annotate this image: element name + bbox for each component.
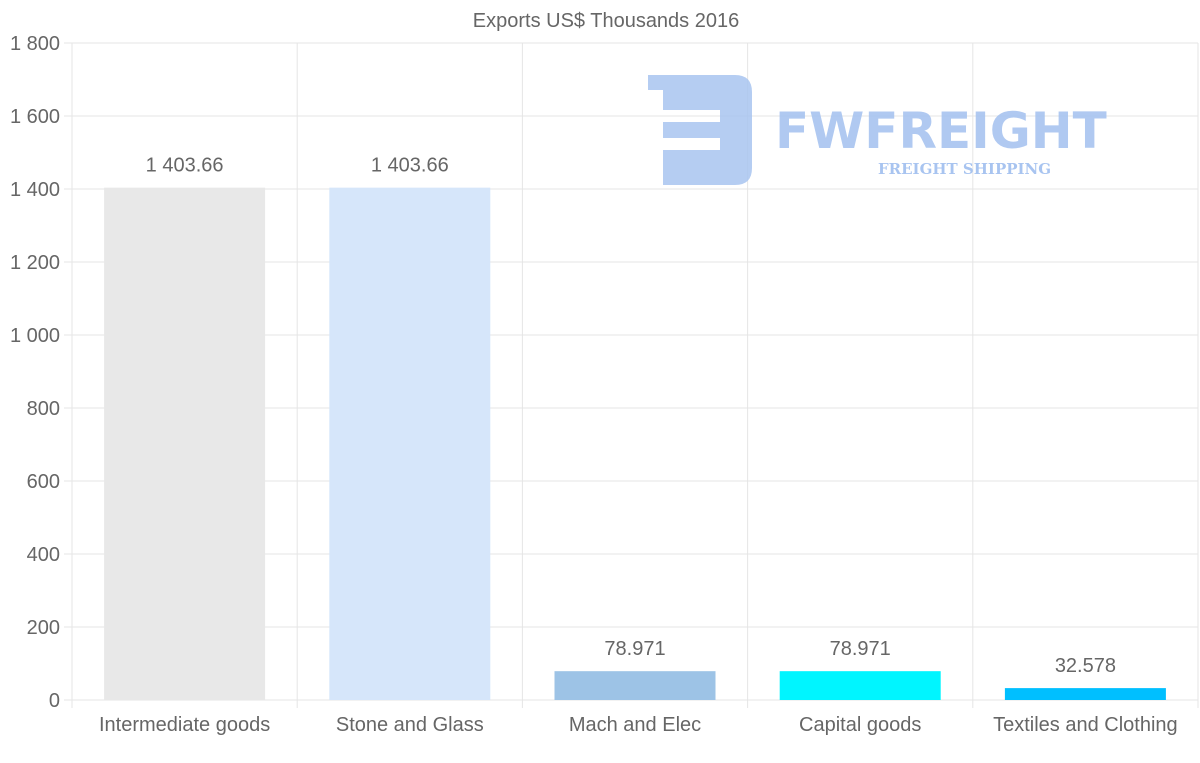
bars bbox=[104, 187, 1166, 701]
data-label: 78.971 bbox=[604, 638, 665, 660]
data-labels: 1 403.66 1 403.66 78.971 78.971 32.578 bbox=[146, 155, 1116, 677]
watermark-name: FWFREIGHT bbox=[775, 102, 1107, 160]
chart-title: Exports US$ Thousands 2016 bbox=[473, 10, 739, 32]
x-axis: Intermediate goods Stone and Glass Mach an… bbox=[99, 714, 1178, 736]
watermark-tagline: FREIGHT SHIPPING bbox=[878, 160, 1051, 178]
bar bbox=[329, 187, 491, 701]
y-tick-label: 1 800 bbox=[10, 33, 60, 55]
bar bbox=[1004, 688, 1166, 700]
x-tick-label: Textiles and Clothing bbox=[993, 714, 1178, 736]
data-label: 1 403.66 bbox=[146, 155, 224, 177]
bar bbox=[779, 671, 941, 700]
y-tick-label: 1 400 bbox=[10, 179, 60, 201]
y-tick-label: 1 600 bbox=[10, 106, 60, 128]
watermark-logo: FWFREIGHT FREIGHT SHIPPING bbox=[648, 75, 1107, 185]
x-tick-label: Mach and Elec bbox=[569, 714, 701, 736]
x-tick-label: Stone and Glass bbox=[336, 714, 484, 736]
data-label: 1 403.66 bbox=[371, 155, 449, 177]
y-tick-label: 600 bbox=[27, 471, 60, 493]
y-tick-label: 0 bbox=[49, 690, 60, 712]
bar bbox=[554, 671, 716, 700]
fw-logo-icon bbox=[648, 75, 752, 185]
y-tick-label: 800 bbox=[27, 398, 60, 420]
data-label: 78.971 bbox=[830, 638, 891, 660]
y-tick-label: 400 bbox=[27, 544, 60, 566]
bar bbox=[104, 187, 266, 701]
y-tick-label: 1 000 bbox=[10, 325, 60, 347]
y-tick-label: 200 bbox=[27, 617, 60, 639]
x-tick-label: Capital goods bbox=[799, 714, 921, 736]
y-tick-label: 1 200 bbox=[10, 252, 60, 274]
x-tick-label: Intermediate goods bbox=[99, 714, 270, 736]
y-axis: 0 200 400 600 800 1 000 1 200 1 400 1 600 1 800 bbox=[10, 33, 60, 712]
data-label: 32.578 bbox=[1055, 655, 1116, 677]
